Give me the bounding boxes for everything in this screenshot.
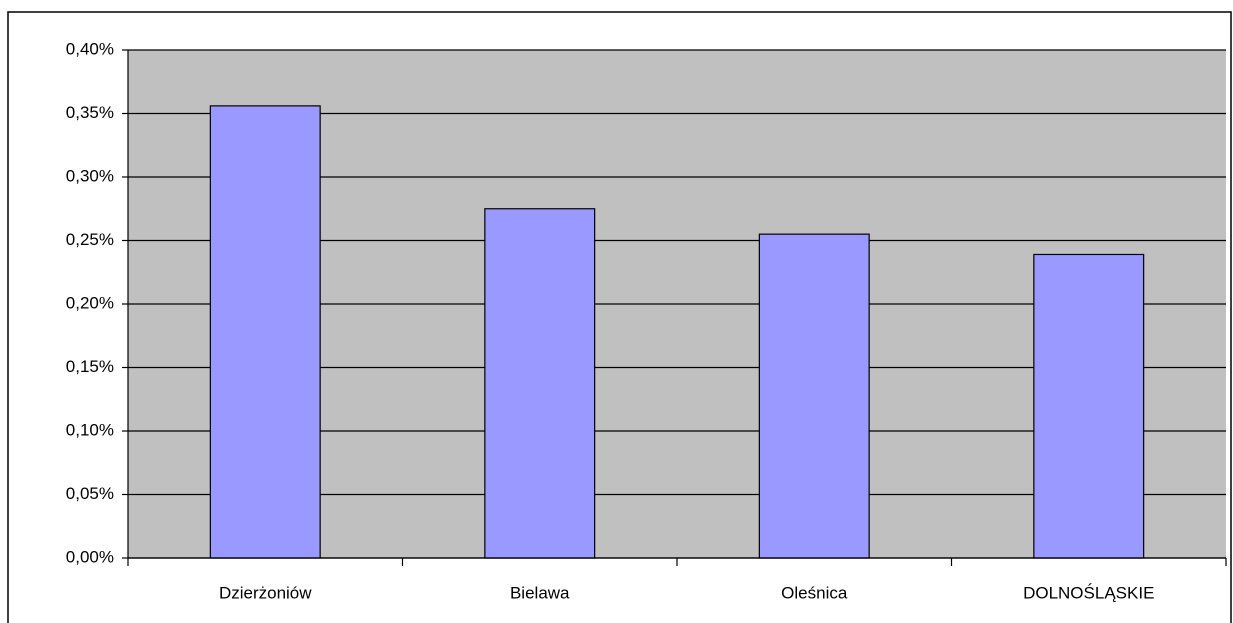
bar xyxy=(484,208,596,559)
y-tick-label: 0,40% xyxy=(66,39,114,58)
x-tick-label: DOLNOŚLĄSKIE xyxy=(1023,583,1154,602)
y-tick-label: 0,10% xyxy=(66,420,114,439)
bar xyxy=(209,105,321,559)
y-tick-label: 0,05% xyxy=(66,484,114,503)
y-tick-label: 0,30% xyxy=(66,166,114,185)
y-tick-label: 0,20% xyxy=(66,293,114,312)
bar xyxy=(758,233,870,559)
x-tick-label: Oleśnica xyxy=(781,583,848,602)
y-tick-label: 0,35% xyxy=(66,103,114,122)
x-tick-label: Bielawa xyxy=(510,583,570,602)
x-tick-label: Dzierżoniów xyxy=(219,583,312,602)
y-tick-label: 0,15% xyxy=(66,357,114,376)
bar xyxy=(1033,253,1145,559)
y-tick-label: 0,25% xyxy=(66,230,114,249)
y-tick-label: 0,00% xyxy=(66,547,114,566)
